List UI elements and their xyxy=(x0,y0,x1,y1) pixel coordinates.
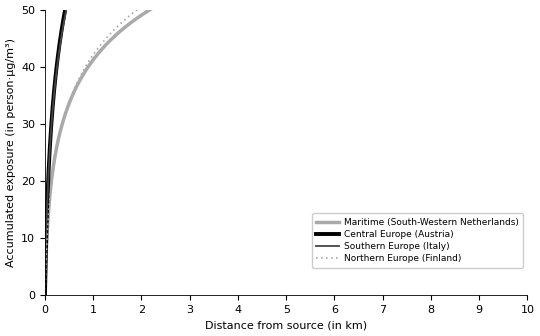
Line: Northern Europe (Finland): Northern Europe (Finland) xyxy=(45,0,528,295)
X-axis label: Distance from source (in km): Distance from source (in km) xyxy=(205,321,367,330)
Maritime (South-Western Netherlands) xyxy=(42,293,48,297)
Northern Europe (Finland) xyxy=(42,293,48,297)
Central Europe (Austria) xyxy=(42,293,48,297)
Line: Maritime (South-Western Netherlands): Maritime (South-Western Netherlands) xyxy=(45,0,528,295)
Legend: Maritime (South-Western Netherlands), Central Europe (Austria), Southern Europe : Maritime (South-Western Netherlands), Ce… xyxy=(312,213,523,268)
Line: Central Europe (Austria): Central Europe (Austria) xyxy=(45,0,528,295)
Maritime (South-Western Netherlands) xyxy=(130,19,136,24)
Line: Southern Europe (Italy): Southern Europe (Italy) xyxy=(45,0,528,295)
Northern Europe (Finland) xyxy=(130,11,136,15)
Southern Europe (Italy) xyxy=(42,293,48,297)
Y-axis label: Accumulated exposure (in person·μg/m³): Accumulated exposure (in person·μg/m³) xyxy=(5,38,16,267)
